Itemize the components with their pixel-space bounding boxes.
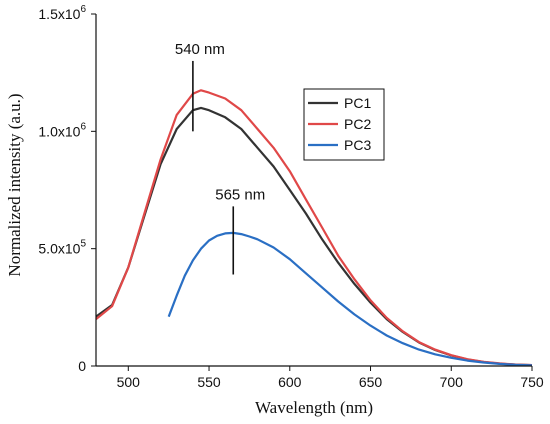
y-tick-label-3: 1.5x106 [38,4,86,22]
x-axis-title: Wavelength (nm) [255,398,373,417]
x-tick-label-700: 700 [440,374,464,390]
series-line-pc3 [167,231,533,367]
legend: PC1 PC2 PC3 [303,88,385,161]
x-tick-label-550: 550 [197,374,221,390]
legend-label-pc3: PC3 [344,137,371,153]
plot-area: 540 nm 565 nm [95,41,533,367]
y-tick-label-2: 1.0x106 [38,121,86,139]
annotation-label-1: 565 nm [215,186,265,203]
x-tick-label-500: 500 [117,374,141,390]
legend-label-pc2: PC2 [344,116,371,132]
y-tick-label-1: 5.0x105 [38,239,86,257]
x-tick-label-750: 750 [520,374,544,390]
x-tick-label-600: 600 [278,374,302,390]
axes: 500 550 600 650 700 750 0 5.0x105 1.0x106 1.5x106 [38,4,544,390]
y-axis-title: Normalized intensity (a.u.) [5,93,24,276]
y-tick-label-0: 0 [78,358,86,374]
x-tick-label-650: 650 [359,374,383,390]
annotation-label-0: 540 nm [175,41,225,58]
legend-label-pc1: PC1 [344,95,371,111]
series-line-pc2 [95,89,533,367]
